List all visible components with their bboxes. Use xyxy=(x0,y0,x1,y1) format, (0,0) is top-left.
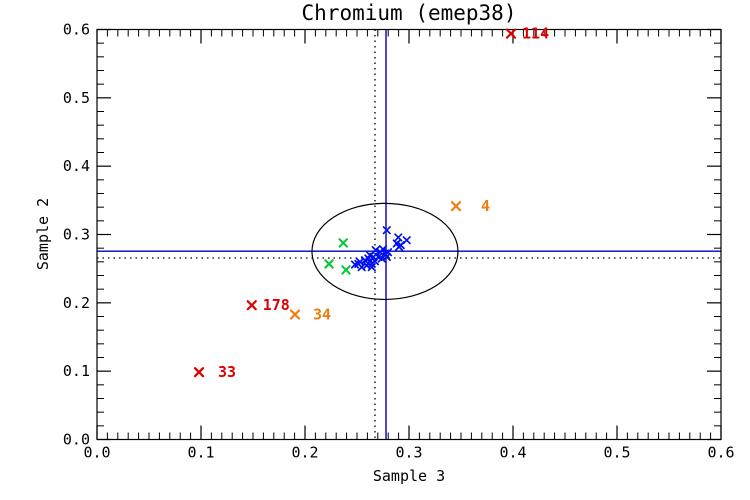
samples-green-point xyxy=(341,265,351,275)
point-label-34: 34 xyxy=(313,306,331,324)
plot-generated-layer: 0.0 0.1 0.2 0.3 0.4 0.5 0.6 0.0 0.1 0.2 0.3 0.4 0.5 0… xyxy=(63,21,735,462)
outliers-red-point xyxy=(193,367,205,378)
plot-frame xyxy=(96,28,722,441)
y-tick-label: 0.1 xyxy=(63,362,90,380)
x-tick-label: 0.4 xyxy=(499,444,526,462)
x-axis-label: Sample 3 xyxy=(373,467,445,485)
outliers-orange-point xyxy=(450,201,462,212)
outliers-red-point xyxy=(505,28,517,39)
y-tick-label: 0.3 xyxy=(63,226,90,244)
y-axis-label: Sample 2 xyxy=(34,198,52,270)
x-tick-label: 0.1 xyxy=(187,444,214,462)
confidence-ellipse xyxy=(311,202,459,301)
point-label-4: 4 xyxy=(481,197,490,215)
point-label-114: 114 xyxy=(522,25,549,43)
samples-blue-point xyxy=(357,263,366,272)
y-tick-label: 0.0 xyxy=(63,431,90,449)
samples-green-point xyxy=(324,259,334,269)
x-tick-label: 0.6 xyxy=(707,444,734,462)
samples-blue-point xyxy=(394,242,404,251)
samples-blue-point xyxy=(377,254,386,263)
samples-green-point xyxy=(338,238,349,248)
samples-blue-point xyxy=(350,260,360,269)
x-tick-label: 0.3 xyxy=(395,444,422,462)
x-tick-label: 0.2 xyxy=(291,444,318,462)
outliers-red-point xyxy=(246,300,257,311)
y-tick-label: 0.4 xyxy=(63,157,90,175)
point-label-33: 33 xyxy=(218,363,236,381)
plot-title: Chromium (emep38) xyxy=(302,1,517,25)
y-tick-label: 0.5 xyxy=(63,89,90,107)
outliers-orange-point xyxy=(289,309,301,320)
x-tick-label: 0.5 xyxy=(603,444,630,462)
samples-blue-point xyxy=(382,226,391,235)
point-label-178: 178 xyxy=(263,296,290,314)
y-tick-label: 0.6 xyxy=(63,21,90,39)
samples-blue-point xyxy=(367,263,376,272)
y-tick-label: 0.2 xyxy=(63,294,90,312)
x-tick-label: 0.0 xyxy=(83,444,110,462)
